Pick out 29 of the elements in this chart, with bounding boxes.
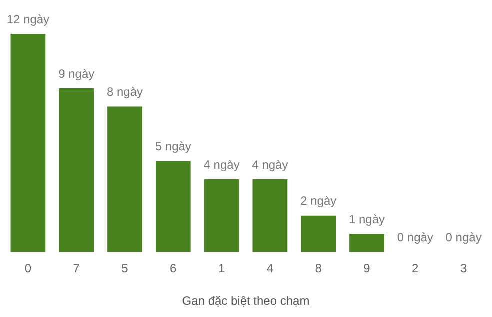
bar [108, 106, 142, 252]
data-label: 9 ngày [58, 66, 95, 81]
bar [156, 161, 191, 252]
bar [10, 34, 46, 252]
bar [252, 179, 288, 252]
data-label: 2 ngày [300, 194, 337, 208]
x-tick-label: 0 [24, 262, 32, 276]
data-label: 0 ngày [446, 230, 482, 245]
x-tick-label: 6 [170, 262, 178, 276]
bar [204, 179, 240, 252]
bar [350, 234, 384, 252]
bar [301, 216, 336, 252]
x-tick-label: 4 [266, 262, 274, 276]
x-tick-label: 8 [315, 262, 322, 276]
x-tick-label: 9 [364, 262, 371, 276]
data-label: 4 ngày [252, 158, 288, 172]
x-tick-label: 7 [73, 262, 80, 276]
x-tick-label: 1 [218, 262, 226, 276]
x-axis-title: Gan đặc biệt theo chạm [182, 294, 310, 308]
bar [59, 88, 94, 252]
data-label: 12 ngày [6, 12, 50, 26]
data-label: 1 ngày [348, 212, 386, 226]
x-tick-label: 3 [460, 262, 468, 276]
data-label: 5 ngày [155, 140, 192, 154]
x-tick-label: 5 [122, 262, 129, 276]
data-label: 8 ngày [106, 85, 144, 100]
data-label: 0 ngày [397, 230, 434, 245]
data-label: 4 ngày [204, 158, 240, 172]
x-tick-label: 2 [412, 262, 420, 276]
